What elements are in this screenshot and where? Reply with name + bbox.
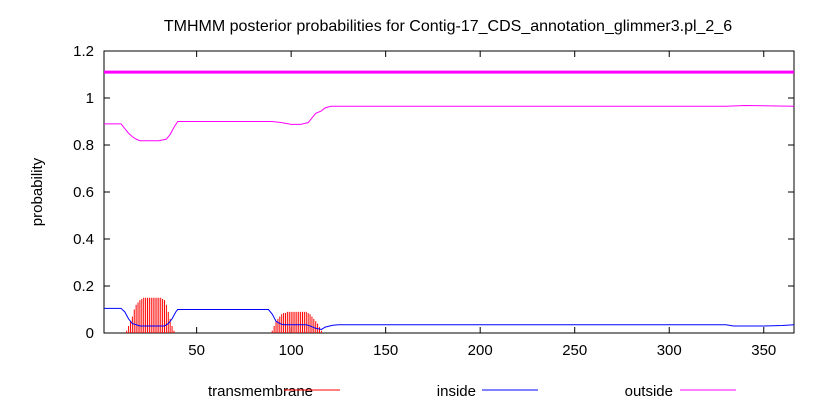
x-tick-label: 250 (562, 342, 587, 359)
y-tick-label: 1 (86, 90, 94, 107)
legend: transmembrane inside outside (208, 383, 736, 400)
x-tick-label: 350 (751, 342, 776, 359)
x-tick-label: 300 (657, 342, 682, 359)
x-tick-label: 200 (468, 342, 493, 359)
legend-label-outside: outside (625, 383, 673, 400)
x-tick-label: 100 (279, 342, 304, 359)
x-axis-ticks: 50 100 150 200 250 300 350 (188, 51, 776, 359)
legend-label-inside: inside (437, 383, 476, 400)
y-tick-label: 0 (86, 325, 94, 342)
y-tick-label: 0.4 (73, 231, 94, 248)
x-tick-label: 50 (188, 342, 205, 359)
series-transmembrane (126, 297, 322, 333)
y-tick-label: 1.2 (73, 43, 94, 60)
series-outside-line (104, 105, 795, 142)
y-tick-label: 0.6 (73, 184, 94, 201)
y-tick-label: 0.2 (73, 278, 94, 295)
y-axis-ticks: 0 0.2 0.4 0.6 0.8 1 1.2 (73, 43, 794, 342)
plot-frame (103, 50, 795, 334)
y-tick-label: 0.8 (73, 137, 94, 154)
x-tick-label: 150 (373, 342, 398, 359)
chart-title: TMHMM posterior probabilities for Contig… (164, 18, 732, 35)
y-axis-label: probability (29, 157, 46, 226)
legend-label-transmembrane: transmembrane (208, 383, 313, 400)
series-inside-line (104, 307, 795, 331)
